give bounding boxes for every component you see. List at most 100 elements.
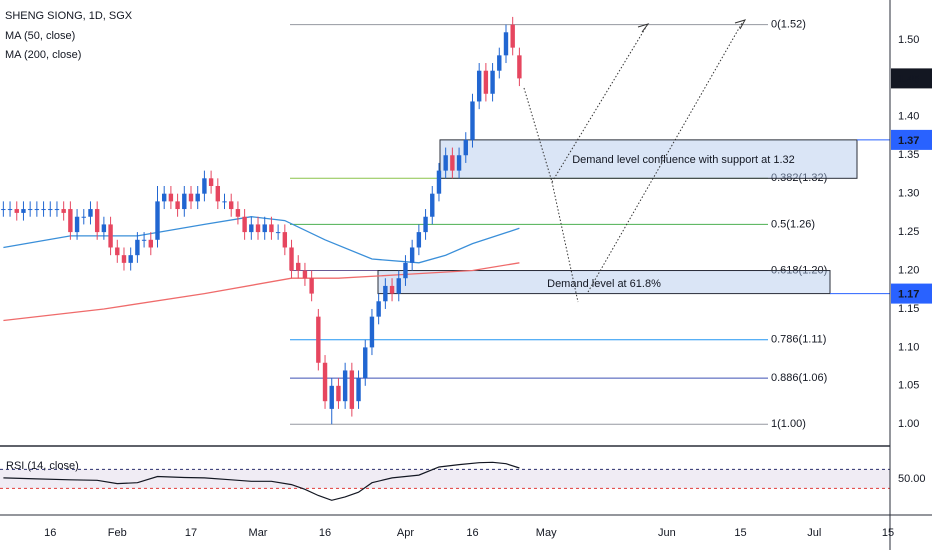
fib-label: 0.5(1.26)	[771, 218, 815, 230]
candle-body	[490, 70, 495, 94]
candle-body	[409, 247, 415, 263]
moving-average	[3, 216, 520, 264]
legend-title: SHENG SIONG, 1D, SGX	[5, 10, 133, 22]
candle-body	[161, 193, 167, 202]
y-tick-label: 1.05	[898, 380, 919, 392]
zone-label: Demand level confluence with support at …	[572, 154, 795, 166]
candle-body	[249, 224, 254, 233]
candle-body	[503, 32, 509, 56]
fib-label: 0.786(1.11)	[771, 334, 826, 346]
candle-body	[1, 209, 6, 211]
arrow-head	[637, 23, 650, 33]
moving-average	[3, 262, 520, 322]
candle-body	[208, 178, 214, 186]
candle-body	[81, 216, 86, 218]
candle-body	[463, 139, 468, 156]
rsi-line	[3, 461, 520, 501]
y-tick-label: 1.30	[898, 188, 919, 200]
candle-body	[369, 316, 375, 348]
price-label: 1.17	[898, 288, 919, 300]
candle-body	[510, 24, 515, 48]
candle-body	[41, 209, 46, 211]
candle-body	[282, 232, 288, 248]
candle-body	[88, 209, 93, 217]
y-tick-label: 1.50	[898, 34, 919, 46]
candle-body	[222, 201, 227, 203]
candle-body	[101, 224, 107, 233]
arrow-head	[734, 19, 747, 30]
candle-body	[262, 224, 267, 233]
plot-layer: 50.000(1.52)0.382(1.32)0.5(1.26)0.618(1.…	[0, 16, 926, 501]
x-tick-label: 16	[44, 527, 56, 539]
y-tick-label: 1.15	[898, 303, 919, 315]
candle-body	[21, 209, 26, 213]
candle-body	[497, 55, 502, 71]
x-tick-label: May	[536, 527, 557, 539]
candle-body	[48, 209, 53, 211]
candle-body	[229, 201, 234, 210]
y-tick-label: 1.10	[898, 341, 919, 353]
candle-body	[215, 185, 221, 202]
candle-body	[115, 247, 120, 256]
rsi-tick-label: 50.00	[898, 473, 926, 485]
candle-body	[148, 239, 153, 248]
candle-body	[329, 385, 334, 409]
candle-body	[309, 278, 314, 294]
price-label-box	[891, 129, 932, 150]
candle-body	[436, 170, 442, 194]
x-tick-label: 15	[882, 527, 894, 539]
candle-body	[483, 70, 489, 94]
legend-entry: MA (50, close)	[5, 30, 75, 42]
candle-body	[396, 278, 401, 294]
candle-body	[302, 270, 308, 279]
y-tick-label: 1.00	[898, 418, 919, 430]
candle-body	[296, 262, 301, 271]
candle-body	[356, 378, 361, 402]
projection-path	[587, 22, 743, 293]
candle-body	[389, 285, 395, 294]
candle-body	[342, 370, 348, 402]
y-tick-label: 1.25	[898, 226, 919, 238]
candle-body	[74, 216, 80, 233]
candle-body	[289, 247, 294, 271]
price-label: 1.37	[898, 135, 919, 147]
candle-body	[155, 201, 160, 240]
candle-body	[336, 385, 341, 402]
rsi-label: RSI (14, close)	[6, 460, 79, 472]
demand-zone	[377, 270, 831, 295]
y-tick-label: 1.20	[898, 264, 919, 276]
candle-body	[275, 232, 281, 234]
candle-body	[443, 155, 448, 171]
candle-body	[141, 239, 147, 241]
x-tick-label: 17	[185, 527, 197, 539]
fib-label: 1(1.00)	[771, 418, 806, 430]
x-tick-label: Jul	[807, 527, 821, 539]
candle-body	[322, 362, 328, 402]
y-tick-label: 1.40	[898, 111, 919, 123]
candle-body	[135, 239, 140, 256]
x-tick-label: Mar	[249, 527, 268, 539]
legend-entry: MA (200, close)	[5, 49, 81, 61]
candle-body	[269, 224, 274, 233]
fib-label: 0(1.52)	[771, 19, 806, 31]
projection-path	[551, 26, 647, 183]
candle-body	[363, 347, 368, 379]
candle-body	[175, 201, 180, 210]
candle-body	[27, 209, 33, 211]
candle-body	[476, 70, 482, 102]
x-tick-label: 16	[319, 527, 331, 539]
candle-body	[383, 285, 388, 302]
candle-body	[316, 316, 321, 363]
candle-body	[94, 209, 100, 233]
candle-body	[61, 209, 66, 213]
candle-body	[416, 232, 422, 248]
zone-label: Demand level at 61.8%	[547, 278, 661, 290]
candle-body	[349, 370, 355, 409]
candle-body	[188, 193, 194, 202]
rsi-band	[0, 469, 890, 489]
candle-body	[168, 193, 174, 202]
candle-body	[235, 209, 241, 217]
